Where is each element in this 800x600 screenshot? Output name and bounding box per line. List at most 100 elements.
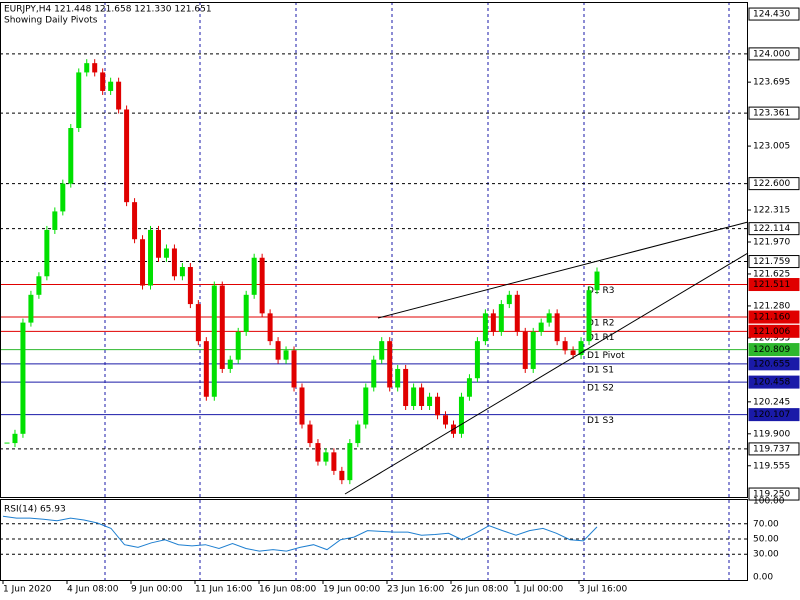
level-box <box>748 408 800 422</box>
candle <box>60 183 66 212</box>
day-separators <box>104 2 730 580</box>
y-tick-label: 119.900 <box>753 429 790 439</box>
rsi-frame <box>0 499 748 581</box>
y-tick-label: 120.935 <box>753 333 790 343</box>
level-name: D1 Pivot <box>587 351 625 361</box>
level-label: 119.250 <box>753 490 790 500</box>
level-name: D1 S1 <box>587 365 614 375</box>
rsi-line <box>2 515 598 552</box>
candle <box>211 285 217 397</box>
x-tick-label: 9 Jun 00:00 <box>131 585 183 595</box>
level-label: 120.655 <box>753 359 790 369</box>
level-label: 120.458 <box>753 378 790 388</box>
candle <box>52 211 58 230</box>
chart-subtitle: Showing Daily Pivots <box>4 16 98 26</box>
candle <box>586 290 592 342</box>
candle <box>482 313 488 342</box>
level-name: D1 R1 <box>587 333 615 343</box>
candle <box>44 229 50 277</box>
level-box <box>748 7 800 21</box>
candle <box>371 359 377 388</box>
level-name: D1 S3 <box>587 416 614 426</box>
level-label: 120.809 <box>753 345 790 355</box>
candle <box>36 276 42 295</box>
level-label: 120.107 <box>753 410 790 420</box>
level-label: 121.160 <box>753 313 790 323</box>
candle <box>443 415 449 425</box>
candle <box>538 322 544 332</box>
candle <box>339 470 345 481</box>
candle <box>522 331 528 369</box>
candle <box>546 313 552 323</box>
candle <box>275 341 281 360</box>
candle <box>403 368 409 407</box>
y-tick-label: 123.005 <box>753 142 790 152</box>
candle <box>179 267 185 277</box>
candle <box>562 341 568 351</box>
candles <box>4 59 600 485</box>
candle <box>12 433 18 444</box>
candle <box>419 387 425 407</box>
candle <box>243 294 249 332</box>
x-tick-label: 1 Jun 2020 <box>3 585 52 595</box>
candle <box>100 72 106 91</box>
level-box <box>748 375 800 389</box>
rsi-tick-label: 30.00 <box>753 550 779 560</box>
rsi-title: RSI(14) 65.93 <box>4 505 66 515</box>
candle <box>132 202 138 240</box>
candle <box>355 424 361 444</box>
candle <box>171 248 177 277</box>
level-box <box>748 324 800 338</box>
level-label: 119.737 <box>753 444 790 454</box>
y-tick-label: 123.695 <box>753 78 790 88</box>
rsi-tick-label: 0.00 <box>753 573 773 583</box>
candle <box>195 304 201 342</box>
level-box <box>748 177 800 191</box>
candle <box>227 359 233 369</box>
level-label: 121.006 <box>753 327 790 337</box>
x-tick-label: 16 Jun 08:00 <box>259 585 316 595</box>
candle <box>578 341 584 356</box>
candle <box>235 331 241 360</box>
candle <box>283 350 289 360</box>
level-box <box>748 310 800 324</box>
price-frame <box>0 2 748 498</box>
candle <box>92 63 98 73</box>
candle <box>594 271 600 291</box>
candle <box>68 128 74 184</box>
candle <box>163 248 169 258</box>
y-tick-label: 119.555 <box>753 461 790 471</box>
level-box <box>748 255 800 269</box>
level-box <box>748 487 800 501</box>
x-tick-label: 26 Jun 08:00 <box>451 585 508 595</box>
candle <box>490 313 496 332</box>
candle <box>76 72 82 129</box>
chart-title: EURJPY,H4 121.448 121.658 121.330 121.65… <box>4 5 212 15</box>
candle <box>347 443 353 481</box>
candle <box>387 341 393 388</box>
x-tick-label: 11 Jun 16:00 <box>195 585 252 595</box>
level-box <box>748 222 800 236</box>
candle <box>363 387 369 425</box>
candle <box>506 294 512 305</box>
y-tick-label: 122.315 <box>753 206 790 216</box>
y-tick-label: 121.970 <box>753 237 790 247</box>
candle <box>140 239 146 286</box>
level-box <box>748 357 800 371</box>
level-label: 122.114 <box>753 224 790 234</box>
x-tick-label: 23 Jun 16:00 <box>387 585 444 595</box>
level-label: 121.511 <box>753 280 790 290</box>
level-name: D1 S2 <box>587 384 614 394</box>
rsi-tick-label: 100.00 <box>753 497 785 507</box>
candle <box>20 322 26 434</box>
candle <box>251 257 257 295</box>
level-label: 122.600 <box>753 179 790 189</box>
level-box <box>748 442 800 456</box>
candle <box>299 387 305 425</box>
candle <box>554 313 560 342</box>
candle <box>155 229 161 258</box>
candle <box>514 294 520 332</box>
x-tick-label: 3 Jul 16:00 <box>579 585 628 595</box>
